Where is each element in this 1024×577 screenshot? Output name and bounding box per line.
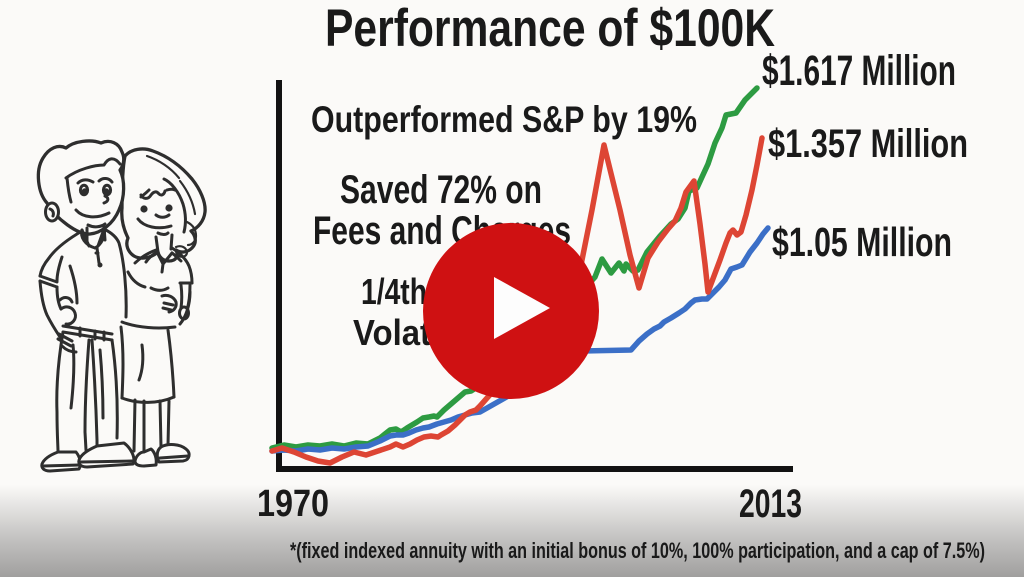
svg-text:Saved 72% on: Saved 72% on xyxy=(340,168,542,212)
svg-text:Outperformed S&P by 19%: Outperformed S&P by 19% xyxy=(311,99,697,140)
svg-text:*(fixed indexed annuity with a: *(fixed indexed annuity with an initial … xyxy=(290,538,985,563)
svg-text:Volat: Volat xyxy=(353,312,431,353)
svg-text:1970: 1970 xyxy=(257,483,329,525)
svg-text:$1.617 Million: $1.617 Million xyxy=(762,47,956,95)
svg-text:Performance of $100K: Performance of $100K xyxy=(325,0,775,58)
svg-text:2013: 2013 xyxy=(739,482,802,526)
svg-text:$1.05 Million: $1.05 Million xyxy=(772,219,952,265)
svg-text:$1.357 Million: $1.357 Million xyxy=(768,122,968,166)
svg-text:1/4th: 1/4th xyxy=(361,271,427,312)
